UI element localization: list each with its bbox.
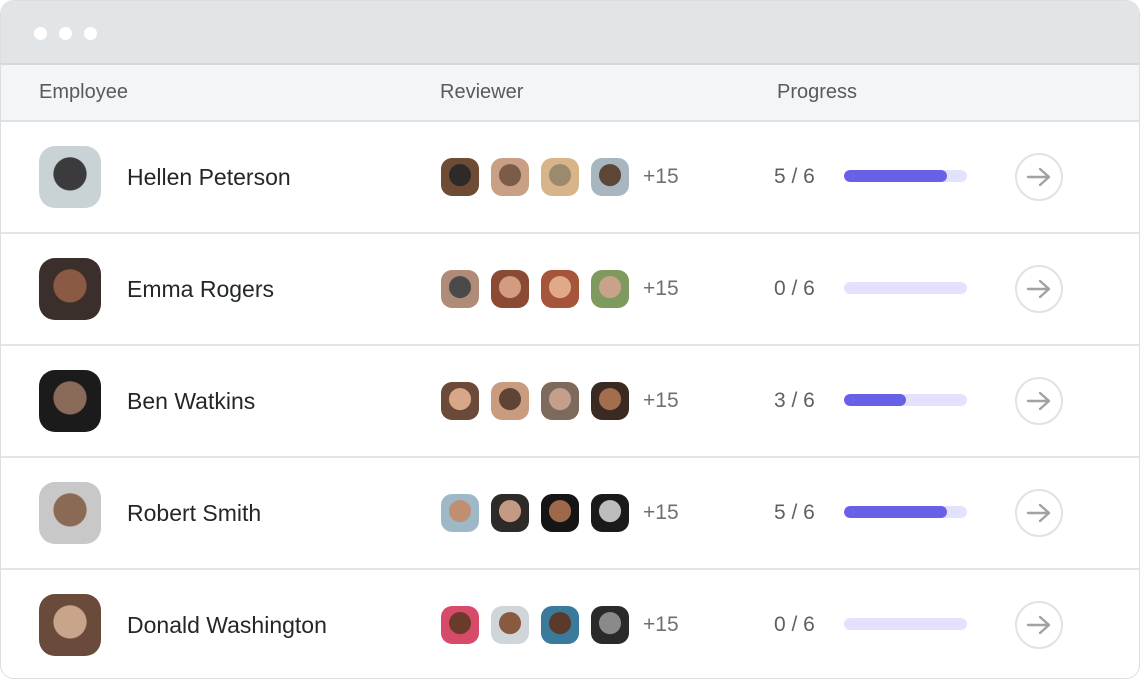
reviewer-avatar[interactable] (491, 158, 529, 196)
employee-name[interactable]: Ben Watkins (127, 388, 256, 414)
progress-text: 5 / 6 (774, 501, 815, 524)
table-row[interactable]: Donald Washington +15 0 / 6 (1, 570, 1139, 678)
avatar (39, 594, 101, 656)
table-row[interactable]: Emma Rogers +15 0 / 6 (1, 234, 1139, 346)
open-review-button[interactable] (1015, 377, 1063, 425)
arrow-right-icon (1026, 391, 1051, 411)
reviewer-avatar[interactable] (541, 494, 579, 532)
progress-text: 0 / 6 (774, 277, 815, 300)
table-row[interactable]: Hellen Peterson +15 5 / 6 (1, 122, 1139, 234)
reviewer-avatar[interactable] (591, 606, 629, 644)
more-reviewers-count: +15 (643, 389, 679, 412)
reviewer-avatar[interactable] (591, 494, 629, 532)
window-dot-maximize[interactable] (84, 27, 97, 40)
employee-name[interactable]: Hellen Peterson (127, 164, 291, 190)
reviewer-avatar[interactable] (441, 382, 479, 420)
progress-bar (844, 282, 967, 294)
table-row[interactable]: Ben Watkins +15 3 / 6 (1, 346, 1139, 458)
avatar (39, 482, 101, 544)
progress-bar (844, 170, 967, 182)
reviewer-avatar[interactable] (591, 270, 629, 308)
reviewer-avatar[interactable] (491, 270, 529, 308)
avatar (39, 370, 101, 432)
reviewer-avatar[interactable] (541, 270, 579, 308)
reviewer-avatar[interactable] (491, 494, 529, 532)
open-review-button[interactable] (1015, 265, 1063, 313)
progress-text: 0 / 6 (774, 613, 815, 636)
employee-name[interactable]: Robert Smith (127, 500, 262, 526)
arrow-right-icon (1026, 503, 1051, 523)
open-review-button[interactable] (1015, 489, 1063, 537)
progress-text: 5 / 6 (774, 165, 815, 188)
arrow-right-icon (1026, 167, 1051, 187)
progress-text: 3 / 6 (774, 389, 815, 412)
reviewer-avatar[interactable] (541, 382, 579, 420)
more-reviewers-count: +15 (643, 501, 679, 524)
progress-fill (844, 170, 947, 182)
reviewer-avatar[interactable] (541, 158, 579, 196)
progress-bar (844, 506, 967, 518)
reviewer-avatar[interactable] (541, 606, 579, 644)
progress-fill (844, 506, 947, 518)
progress-bar (844, 618, 967, 630)
more-reviewers-count: +15 (643, 277, 679, 300)
title-bar (1, 1, 1139, 65)
reviewer-avatar[interactable] (591, 158, 629, 196)
column-header-reviewer: Reviewer (440, 81, 524, 103)
progress-fill (844, 394, 906, 406)
reviewer-avatar[interactable] (441, 494, 479, 532)
reviewer-avatar[interactable] (441, 270, 479, 308)
table-row[interactable]: Robert Smith +15 5 / 6 (1, 458, 1139, 570)
column-header-employee: Employee (39, 81, 128, 103)
open-review-button[interactable] (1015, 601, 1063, 649)
arrow-right-icon (1026, 615, 1051, 635)
reviewer-avatar[interactable] (441, 158, 479, 196)
more-reviewers-count: +15 (643, 613, 679, 636)
column-header-progress: Progress (777, 81, 858, 103)
window-dot-minimize[interactable] (59, 27, 72, 40)
reviewer-avatar[interactable] (491, 606, 529, 644)
reviewer-avatar[interactable] (491, 382, 529, 420)
open-review-button[interactable] (1015, 153, 1063, 201)
window-dot-close[interactable] (34, 27, 47, 40)
employee-name[interactable]: Emma Rogers (127, 276, 274, 302)
progress-bar (844, 394, 967, 406)
employee-name[interactable]: Donald Washington (127, 612, 327, 638)
reviewer-avatar[interactable] (591, 382, 629, 420)
table-header: Employee Reviewer Progress (1, 65, 1139, 122)
table-body: Hellen Peterson +15 5 / 6 Emma Rogers +1… (1, 122, 1139, 678)
avatar (39, 258, 101, 320)
more-reviewers-count: +15 (643, 165, 679, 188)
avatar (39, 146, 101, 208)
reviewer-avatar[interactable] (441, 606, 479, 644)
arrow-right-icon (1026, 279, 1051, 299)
